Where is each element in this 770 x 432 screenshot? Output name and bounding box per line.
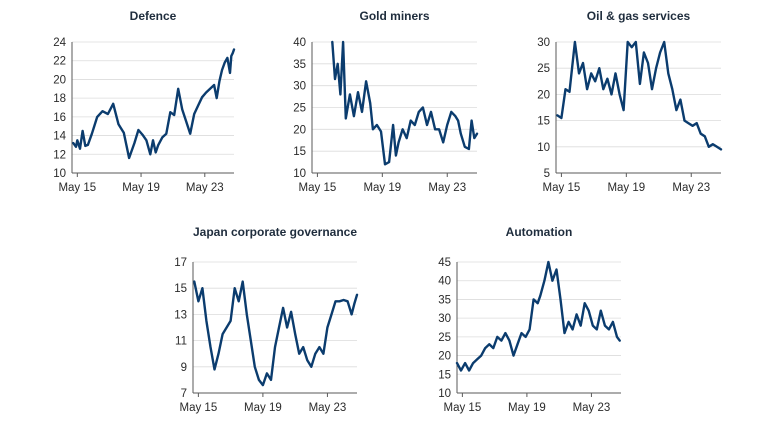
y-tick-label: 35 <box>438 294 451 306</box>
y-tick-label: 22 <box>53 56 66 68</box>
x-tick-label: May 19 <box>607 182 645 194</box>
x-tick-label: May 23 <box>428 182 466 194</box>
y-tick-label: 20 <box>53 74 66 86</box>
x-tick-label: May 15 <box>299 182 337 194</box>
chart-panel: Defence 24 22 20 18 16 14 12 10 May 15 May 19 May 2… <box>53 9 236 194</box>
y-tick-label: 16 <box>53 112 66 124</box>
y-tick-label: 13 <box>174 309 187 321</box>
series-line <box>455 260 621 372</box>
series-line <box>72 48 236 160</box>
y-tick-label: 15 <box>438 369 451 381</box>
y-tick-label: 14 <box>53 131 66 143</box>
y-tick-label: 30 <box>293 81 306 93</box>
y-tick-label: 17 <box>174 257 187 269</box>
x-tick-label: May 15 <box>58 182 96 194</box>
x-tick-label: May 23 <box>309 402 347 414</box>
y-tick-label: 45 <box>438 257 451 269</box>
y-tick-label: 20 <box>537 89 550 101</box>
y-tick-label: 25 <box>537 63 550 75</box>
y-tick-label: 35 <box>293 59 306 71</box>
x-tick-label: May 19 <box>508 402 546 414</box>
y-tick-label: 20 <box>438 351 451 363</box>
y-tick-label: 10 <box>293 168 306 180</box>
y-tick-label: 11 <box>175 336 187 348</box>
chart-panel: Automation 45 40 35 30 25 20 15 10 May 15 May 19 Ma… <box>438 225 621 414</box>
x-tick-label: May 19 <box>122 182 160 194</box>
y-tick-label: 5 <box>544 168 550 180</box>
y-tick-label: 40 <box>438 276 451 288</box>
y-tick-label: 7 <box>181 388 187 400</box>
y-tick-label: 10 <box>537 142 550 154</box>
y-tick-label: 15 <box>537 116 550 128</box>
series-line <box>193 280 359 387</box>
series-line <box>556 40 723 151</box>
series-line <box>331 40 479 166</box>
y-tick-label: 10 <box>53 168 66 180</box>
y-tick-label: 10 <box>438 388 451 400</box>
x-tick-label: May 15 <box>543 182 581 194</box>
y-tick-label: 12 <box>53 149 66 161</box>
y-tick-label: 20 <box>293 124 306 136</box>
chart-panel: Japan corporate governance 17 15 13 11 9 7 May … <box>174 225 359 414</box>
chart-title: Oil & gas services <box>587 9 691 23</box>
y-tick-label: 24 <box>53 37 66 49</box>
chart-title: Automation <box>506 225 573 239</box>
y-tick-label: 25 <box>293 103 306 115</box>
y-tick-label: 25 <box>438 332 451 344</box>
chart-panel: Gold miners 40 35 30 25 20 15 10 May 15 May 19 May… <box>293 9 479 194</box>
x-tick-label: May 23 <box>672 182 710 194</box>
x-tick-label: May 23 <box>186 182 224 194</box>
y-tick-label: 15 <box>293 146 306 158</box>
y-tick-label: 40 <box>293 37 306 49</box>
y-tick-label: 18 <box>53 93 66 105</box>
x-tick-label: May 15 <box>180 402 218 414</box>
chart-title: Japan corporate governance <box>193 225 357 239</box>
x-tick-label: May 15 <box>444 402 482 414</box>
x-tick-label: May 23 <box>573 402 611 414</box>
chart-panel: Oil & gas services 30 25 20 15 10 5 May 15 May 1… <box>537 9 723 194</box>
chart-title: Gold miners <box>359 9 429 23</box>
y-tick-label: 9 <box>181 362 187 374</box>
chart-title: Defence <box>130 9 177 23</box>
y-tick-label: 30 <box>438 313 451 325</box>
y-tick-label: 30 <box>537 37 550 49</box>
x-tick-label: May 19 <box>363 182 401 194</box>
x-tick-label: May 19 <box>244 402 282 414</box>
y-tick-label: 15 <box>174 283 187 295</box>
